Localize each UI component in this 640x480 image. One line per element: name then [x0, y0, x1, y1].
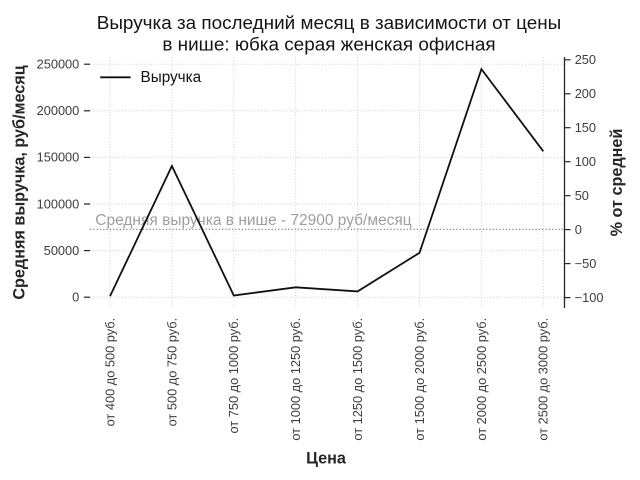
svg-text:% от средней: % от средней — [608, 129, 626, 237]
svg-text:100: 100 — [575, 154, 596, 169]
svg-text:от 1500 до 2000 руб.: от 1500 до 2000 руб. — [412, 318, 427, 441]
svg-text:150000: 150000 — [37, 150, 80, 165]
svg-text:от 1000 до 1250 руб.: от 1000 до 1250 руб. — [288, 318, 303, 441]
svg-text:от 2500 до 3000 руб.: от 2500 до 3000 руб. — [536, 318, 551, 441]
svg-text:250000: 250000 — [37, 57, 80, 72]
svg-text:−100: −100 — [575, 290, 604, 305]
svg-text:от 400 до 500 руб.: от 400 до 500 руб. — [102, 318, 117, 427]
svg-text:от 1250 до 1500 руб.: от 1250 до 1500 руб. — [350, 318, 365, 441]
svg-text:Средняя выручка, руб/месяц: Средняя выручка, руб/месяц — [10, 65, 28, 299]
svg-text:200: 200 — [575, 86, 596, 101]
svg-text:в нише: юбка серая женская офи: в нише: юбка серая женская офисная — [162, 35, 495, 56]
svg-text:от 2000 до 2500 руб.: от 2000 до 2500 руб. — [474, 318, 489, 441]
svg-text:Цена: Цена — [306, 449, 347, 467]
svg-text:250: 250 — [575, 52, 596, 67]
svg-text:0: 0 — [575, 222, 582, 237]
svg-text:Выручка: Выручка — [141, 69, 202, 86]
svg-text:от 500 до 750 руб.: от 500 до 750 руб. — [164, 318, 179, 427]
svg-text:от 750 до 1000 руб.: от 750 до 1000 руб. — [226, 318, 241, 434]
svg-text:Средняя выручка в нише - 72900: Средняя выручка в нише - 72900 руб/месяц — [95, 212, 411, 229]
svg-text:100000: 100000 — [37, 196, 80, 211]
svg-text:0: 0 — [72, 290, 79, 305]
svg-text:150: 150 — [575, 120, 596, 135]
svg-text:200000: 200000 — [37, 103, 80, 118]
svg-text:50000: 50000 — [44, 243, 80, 258]
svg-text:Выручка за последний месяц в з: Выручка за последний месяц в зависимости… — [97, 13, 562, 34]
svg-text:−50: −50 — [575, 256, 597, 271]
svg-text:50: 50 — [575, 188, 589, 203]
